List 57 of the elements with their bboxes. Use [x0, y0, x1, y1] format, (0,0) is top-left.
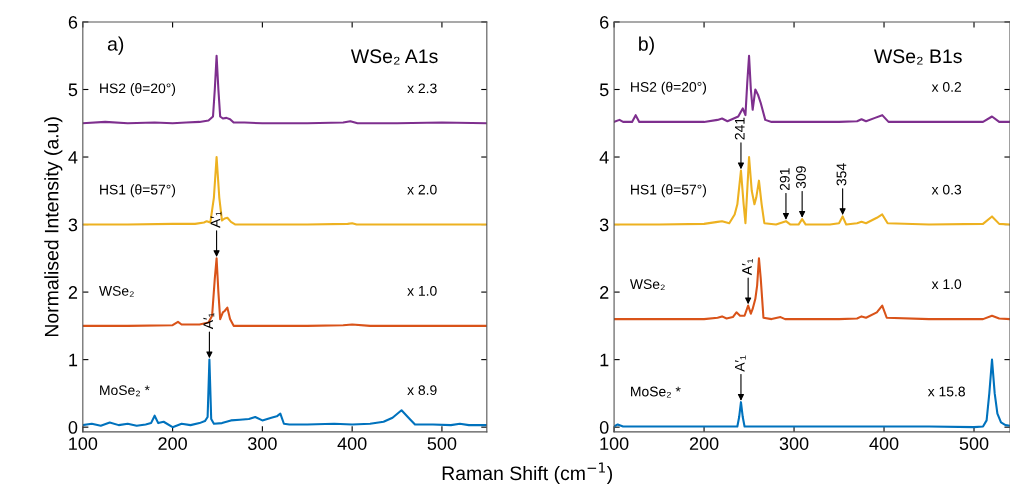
y-tick-label: 4 [68, 151, 78, 164]
annotation: x 0.3 [931, 184, 962, 195]
series-label: HS1 (θ=57°) [631, 184, 707, 198]
y-tick-label: 1 [600, 353, 609, 367]
annotation: A′₁ [742, 259, 753, 276]
x-tick-label: 100 [69, 437, 98, 450]
annotation: x 8.9 [407, 385, 437, 396]
x-tick-label: 400 [337, 437, 367, 450]
annotation: A′₁ [210, 211, 222, 228]
y-tick-label: 3 [599, 218, 609, 232]
x-tick-label: 200 [158, 437, 187, 450]
annotation: A′₁ [734, 355, 746, 372]
y-tick-label: 6 [68, 15, 78, 29]
x-tick-label: 100 [600, 437, 629, 450]
x-tick-label: 400 [869, 437, 899, 450]
y-axis-title: Normalised Intensity (a.u) [44, 117, 63, 337]
text: WSe₂ B1s [873, 49, 962, 65]
annotation: a) [107, 36, 124, 55]
text: MoSe₂ * [631, 386, 681, 398]
annotation: x 2.3 [407, 83, 437, 94]
series-label: MoSe₂ * [100, 385, 150, 397]
y-tick-label: 3 [68, 218, 78, 232]
x-tick-label: 500 [959, 437, 989, 450]
annotation: x 15.8 [927, 386, 965, 397]
annotation: 354 [836, 163, 847, 186]
line-series [82, 155, 487, 226]
y-tick-label: 1 [69, 353, 78, 367]
series-label: HS2 (θ=20°) [100, 83, 176, 96]
annotation: b) [639, 36, 654, 55]
x-tick-label: 200 [689, 437, 719, 450]
y-tick-label: 6 [600, 15, 609, 29]
annotation: 241 [734, 117, 745, 140]
line-series [614, 257, 1010, 321]
annotation: x 0.2 [931, 82, 962, 92]
x-tick-label: 300 [779, 437, 809, 450]
y-tick-label: 0 [599, 421, 609, 434]
text: WSe₂ A1s [350, 49, 438, 65]
annotation: x 2.0 [407, 184, 437, 195]
annotation: x 1.0 [931, 279, 962, 290]
y-tick-label: 5 [599, 83, 609, 97]
y-tick-label: 2 [600, 286, 609, 299]
line-series [614, 155, 1010, 226]
text: WSe₂ [629, 279, 665, 291]
x-axis-title: Raman Shift (cm$^{−1}$) [442, 462, 613, 485]
y-tick-label: 5 [68, 83, 78, 97]
text: WSe₂ [99, 285, 134, 297]
y-tick-label: 4 [599, 151, 609, 164]
series-label: HS2 (θ=20°) [631, 81, 707, 95]
y-tick-label: 0 [68, 421, 78, 434]
x-tick-label: 500 [427, 437, 457, 450]
annotation: 291 [779, 168, 790, 191]
annotation: x 1.0 [407, 285, 437, 296]
annotation: A′₁ [203, 313, 215, 330]
x-tick-label: 300 [248, 437, 277, 450]
y-tick-label: 2 [68, 286, 78, 299]
series-label: HS1 (θ=57°) [100, 184, 176, 198]
annotation: 309 [796, 166, 806, 189]
